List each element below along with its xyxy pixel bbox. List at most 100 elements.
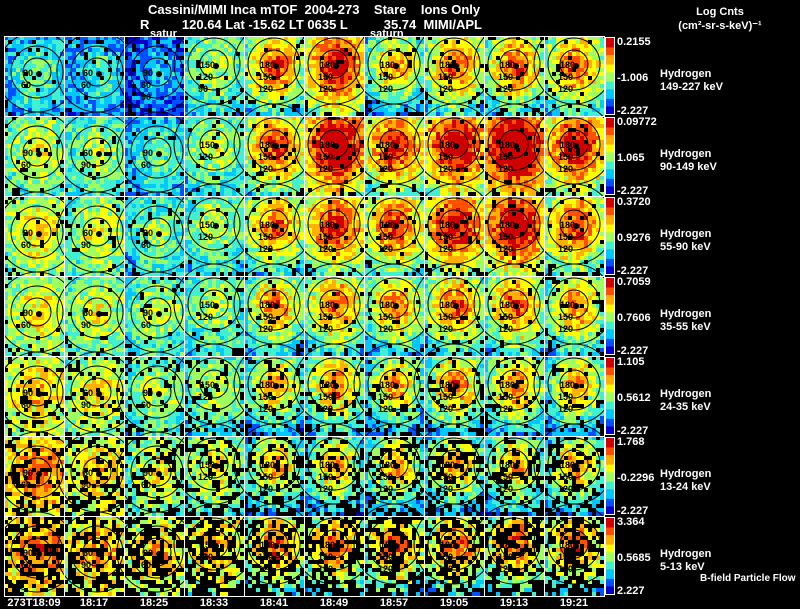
heatmap-cell xyxy=(248,180,252,184)
heatmap-cell xyxy=(100,156,104,160)
heatmap-cell xyxy=(408,156,412,160)
heatmap-cell xyxy=(140,132,144,136)
heatmap-cell xyxy=(552,60,556,64)
heatmap-cell xyxy=(596,40,600,44)
heatmap-cell xyxy=(52,44,56,48)
heatmap-cell xyxy=(124,52,128,56)
heatmap-cell xyxy=(288,136,292,140)
heatmap-cell xyxy=(132,152,136,156)
heatmap-cell xyxy=(352,44,356,48)
heatmap-cell xyxy=(404,168,408,172)
heatmap-cell xyxy=(16,80,20,84)
heatmap-cell xyxy=(40,104,44,108)
heatmap-cell xyxy=(60,60,64,64)
heatmap-cell xyxy=(276,40,280,44)
heatmap-cell xyxy=(56,172,60,176)
heatmap-cell xyxy=(136,140,140,144)
heatmap-cell xyxy=(344,36,348,40)
heatmap-cell xyxy=(348,64,352,68)
heatmap-cell xyxy=(156,112,160,116)
heatmap-cell xyxy=(364,108,368,112)
heatmap-cell xyxy=(280,120,284,124)
heatmap-cell xyxy=(260,48,264,52)
heatmap-cell xyxy=(168,88,172,92)
heatmap-cell xyxy=(432,104,436,108)
heatmap-cell xyxy=(240,108,244,112)
heatmap-cell xyxy=(16,152,20,156)
heatmap-cell xyxy=(340,148,344,152)
heatmap-cell xyxy=(360,76,364,80)
heatmap-cell xyxy=(412,172,416,176)
heatmap-cell xyxy=(520,56,524,60)
heatmap-cell xyxy=(360,36,364,40)
heatmap-cell xyxy=(408,44,412,48)
heatmap-cell xyxy=(344,172,348,176)
heatmap-cell xyxy=(360,60,364,64)
heatmap-cell xyxy=(12,132,16,136)
heatmap-cell xyxy=(268,100,272,104)
heatmap-cell xyxy=(360,128,364,132)
contour-line xyxy=(319,49,349,79)
heatmap-cell xyxy=(256,104,260,108)
heatmap-cell xyxy=(328,64,332,68)
heatmap-cell xyxy=(340,36,344,40)
heatmap-cell xyxy=(260,176,264,180)
heatmap-cell xyxy=(208,164,212,168)
heatmap-cell xyxy=(460,96,464,100)
heatmap-cell xyxy=(16,128,20,132)
heatmap-cell xyxy=(572,52,576,56)
heatmap-cell xyxy=(204,192,208,196)
heatmap-cell xyxy=(600,52,604,56)
heatmap-cell xyxy=(144,84,148,88)
heatmap-cell xyxy=(392,84,396,88)
heatmap-cell xyxy=(72,156,76,160)
heatmap-cell xyxy=(392,192,396,196)
heatmap-cell xyxy=(28,172,32,176)
heatmap-cell xyxy=(72,80,76,84)
heatmap-cell xyxy=(460,112,464,116)
heatmap-cell xyxy=(52,180,56,184)
heatmap-cell xyxy=(60,104,64,108)
heatmap-cell xyxy=(428,168,432,172)
heatmap-cell xyxy=(132,144,136,148)
heatmap-cell xyxy=(136,92,140,96)
heatmap-cell xyxy=(24,64,28,68)
heatmap-cell xyxy=(176,84,180,88)
heatmap-cell xyxy=(552,84,556,88)
heatmap-cell xyxy=(220,124,224,128)
heatmap-cell xyxy=(156,36,160,40)
heatmap-cell xyxy=(308,92,312,96)
heatmap-cell xyxy=(584,112,588,116)
heatmap-cell xyxy=(528,72,532,76)
heatmap-cell xyxy=(348,72,352,76)
heatmap-cell xyxy=(248,44,252,48)
heatmap-cell xyxy=(48,104,52,108)
heatmap-cell xyxy=(276,104,280,108)
heatmap-cell xyxy=(580,108,584,112)
heatmap-cell xyxy=(156,188,160,192)
heatmap-cell xyxy=(140,104,144,108)
heatmap-cell xyxy=(56,108,60,112)
heatmap-cell xyxy=(456,84,460,88)
heatmap-cell xyxy=(176,192,180,196)
heatmap-cell xyxy=(236,68,240,72)
heatmap-cell xyxy=(292,48,296,52)
heatmap-cell xyxy=(96,184,100,188)
heatmap-cell xyxy=(148,36,152,40)
heatmap-cell xyxy=(92,52,96,56)
heatmap-cell xyxy=(264,84,268,88)
heatmap-cell xyxy=(96,64,100,68)
heatmap-cell xyxy=(324,56,328,60)
heatmap-cell xyxy=(280,172,284,176)
heatmap-cell xyxy=(136,148,140,152)
heatmap-cell xyxy=(140,184,144,188)
heatmap-cell xyxy=(164,36,168,40)
heatmap-cell xyxy=(224,108,228,112)
heatmap-cell xyxy=(4,56,8,60)
heatmap-cell xyxy=(280,136,284,140)
heatmap-cell xyxy=(108,184,112,188)
heatmap-cell xyxy=(384,44,388,48)
heatmap-cell xyxy=(288,104,292,108)
